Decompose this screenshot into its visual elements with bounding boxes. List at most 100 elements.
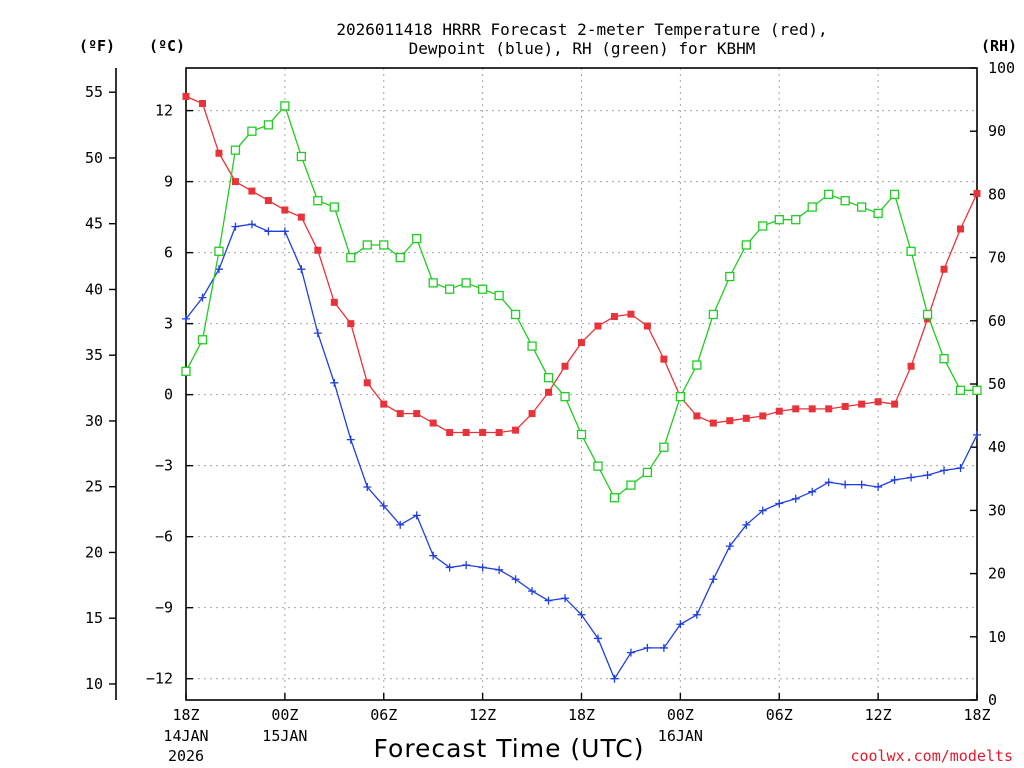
2-meter-temperature-point — [429, 419, 437, 427]
dewpoint-point — [956, 464, 965, 473]
2-meter-temperature-point — [858, 400, 866, 408]
2-meter-temperature-point — [973, 189, 981, 197]
dewpoint-point — [758, 506, 767, 515]
2-meter-temperature-point — [248, 187, 256, 195]
rh-point — [313, 196, 323, 206]
dewpoint-point — [824, 478, 833, 487]
rh-tick-label: 30 — [988, 501, 1006, 519]
rh-point — [626, 480, 636, 490]
rh-point — [840, 196, 850, 206]
x-tick-label: 12Z — [469, 706, 496, 724]
rh-point — [412, 233, 422, 244]
dewpoint-point — [231, 222, 240, 231]
2-meter-temperature-point — [528, 410, 536, 418]
x-tick-date-label: 16JAN — [658, 727, 703, 745]
dewpoint-point — [791, 494, 800, 503]
dewpoint-point — [709, 575, 718, 584]
rh-point — [642, 467, 653, 478]
rh-point — [939, 354, 949, 364]
dewpoint-point — [528, 587, 537, 596]
2-meter-temperature-point — [808, 405, 816, 413]
celsius-tick-label: 6 — [164, 244, 173, 262]
rh-tick-label: 40 — [988, 438, 1006, 456]
fahrenheit-tick-label: 45 — [85, 215, 103, 233]
dewpoint-point — [561, 594, 570, 603]
rh-tick-label: 20 — [988, 565, 1006, 583]
2-meter-temperature-point — [380, 400, 388, 408]
dewpoint-point — [808, 487, 817, 496]
rh-point — [873, 208, 883, 219]
rh-point — [247, 126, 257, 136]
rh-point — [955, 385, 966, 395]
2-meter-temperature-point — [330, 298, 338, 306]
2-meter-temperature-point — [891, 400, 899, 408]
celsius-unit-label: (ºC) — [149, 37, 185, 55]
rh-point — [791, 215, 801, 225]
dewpoint-point — [610, 674, 619, 683]
x-tick-label: 18Z — [963, 706, 990, 724]
dewpoint-point — [725, 542, 734, 551]
rh-point — [461, 278, 471, 288]
dewpoint-point — [511, 575, 520, 584]
rh-point — [675, 391, 686, 402]
dewpoint-point — [330, 378, 339, 387]
rh-point — [889, 189, 900, 200]
x-tick-year-label: 2026 — [168, 747, 204, 765]
dewpoint-point — [462, 561, 471, 570]
dewpoint-point — [247, 220, 256, 229]
celsius-tick-label: 9 — [164, 173, 173, 191]
rh-point — [856, 202, 867, 212]
fahrenheit-unit-label: (ºF) — [79, 37, 115, 55]
2-meter-temperature-point — [578, 339, 585, 347]
rh-point — [280, 101, 290, 111]
rh-point — [527, 341, 537, 351]
chart-title-line-2: Dewpoint (blue), RH (green) for KBHM — [409, 39, 756, 58]
rh-point — [346, 252, 356, 263]
rh-series — [181, 101, 982, 503]
rh-point — [659, 442, 669, 452]
2-meter-temperature-point — [396, 410, 404, 418]
dewpoint-point — [363, 482, 372, 491]
x-tick-date-label: 14JAN — [163, 727, 208, 745]
2-meter-temperature-point — [792, 405, 800, 413]
dewpoint-line — [185, 223, 978, 681]
dewpoint-point — [643, 643, 652, 652]
2-meter-temperature-point — [462, 429, 470, 437]
rh-point — [263, 120, 274, 130]
fahrenheit-tick-label: 55 — [85, 83, 103, 101]
rh-point — [214, 246, 224, 256]
rh-tick-label: 70 — [988, 249, 1006, 267]
2-meter-temperature-point — [297, 213, 305, 221]
2-meter-temperature-point — [610, 313, 618, 321]
x-tick-label: 06Z — [766, 706, 793, 724]
rh-point — [774, 215, 784, 225]
rh-point — [395, 252, 405, 263]
rh-point — [230, 145, 241, 155]
2-meter-temperature-point — [231, 178, 239, 186]
dewpoint-point — [692, 610, 701, 619]
2-meter-temperature-series — [182, 92, 981, 437]
2-meter-temperature-point — [742, 414, 750, 422]
2-meter-temperature-point — [775, 407, 783, 415]
2-meter-temperature-point — [874, 398, 882, 406]
fahrenheit-tick-label: 40 — [85, 280, 103, 298]
2-meter-temperature-point — [561, 362, 569, 370]
2-meter-temperature-point — [660, 355, 668, 363]
dewpoint-point — [313, 329, 322, 338]
2-meter-temperature-point — [825, 405, 833, 413]
x-tick-label: 12Z — [865, 706, 892, 724]
fahrenheit-tick-label: 30 — [85, 412, 103, 430]
rh-tick-label: 50 — [988, 375, 1006, 393]
rh-point — [692, 360, 702, 370]
celsius-tick-label: −6 — [155, 528, 173, 546]
dewpoint-point — [874, 482, 883, 491]
dewpoint-point — [890, 475, 899, 484]
2-meter-temperature-point — [759, 412, 767, 420]
rh-tick-label: 10 — [988, 628, 1006, 646]
dewpoint-point — [973, 430, 981, 439]
2-meter-temperature-point — [643, 322, 651, 330]
2-meter-temperature-point — [182, 92, 190, 100]
rh-point — [906, 246, 916, 256]
celsius-tick-label: 12 — [155, 102, 173, 120]
2-meter-temperature-point — [841, 402, 849, 410]
